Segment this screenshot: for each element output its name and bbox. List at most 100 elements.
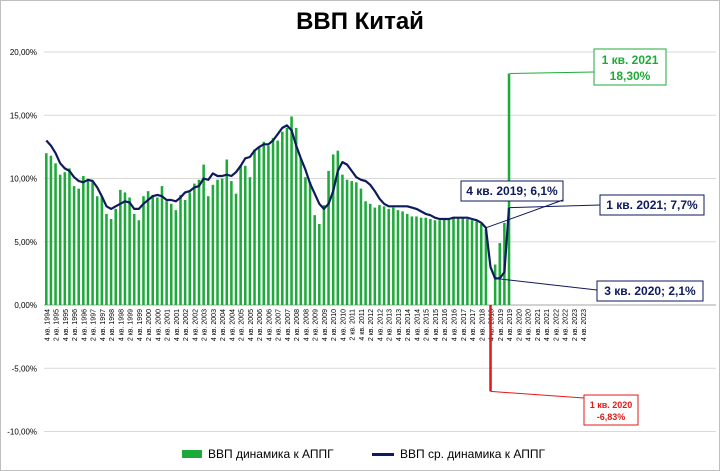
x-tick-label: 4 кв. 2023 [581,309,588,341]
x-tick-label: 2 кв. 2010 [331,309,338,341]
bar [484,229,488,305]
annotation-leader-2020q3 [495,277,598,291]
x-tick-label: 2 кв. 2008 [294,309,301,341]
x-tick-label: 2 кв. 2016 [442,309,449,341]
bar [82,175,85,305]
annotation-box-2019 [460,180,564,202]
x-tick-label: 2 кв. 2012 [368,309,375,341]
x-tick-label: 2 кв. 2006 [257,309,264,341]
x-tick-label: 2 кв. 2014 [405,309,412,341]
line-series [45,124,511,280]
bar [318,224,321,305]
bar [146,191,150,305]
bar [77,188,80,305]
bar [271,138,275,305]
bar [183,200,187,305]
bar [313,215,316,305]
bar [479,224,483,305]
chart-title: ВВП Китай [296,8,424,35]
annotation-leader-peak [510,71,595,75]
x-tick-label: 2 кв. 1996 [72,309,79,341]
bar [169,203,173,305]
bar [387,208,390,305]
x-tick-label: 4 кв. 2015 [433,309,440,341]
bar [105,213,108,305]
legend-swatch-line [372,452,394,456]
bar [405,213,409,305]
x-tick-label: 2 кв. 2018 [479,309,486,341]
bar [470,220,474,305]
x-tick-label: 2 кв. 2011 [350,309,357,341]
bar [364,201,367,305]
bar [197,179,201,305]
bar [95,196,99,305]
bar [442,218,446,305]
bar [179,194,182,305]
bar [142,196,145,305]
bar [378,205,381,305]
bar [63,172,67,305]
bar [466,218,469,305]
bar [433,220,437,305]
bar [410,216,414,305]
bar [211,184,215,305]
bar [253,149,256,305]
x-tick-label: 4 кв. 2021 [544,309,551,341]
bar [54,163,57,305]
bar [396,210,400,305]
x-tick-label: 4 кв. 2012 [377,309,384,341]
bar [419,217,423,305]
bar [322,205,326,305]
bar [429,218,432,305]
annotation-2020q1-line2: -6,83% [597,412,626,422]
bar [461,217,465,305]
bar [86,179,90,305]
annotation-leader-2020q1 [490,390,585,399]
bar [239,165,242,305]
x-tick-label: 4 кв. 2009 [322,309,329,341]
legend: ВВП динамика к АППГ ВВП ср. динамика к А… [0,447,720,465]
x-tick-label: 4 кв. 1999 [137,309,144,341]
x-tick-label: 2 кв. 1999 [128,309,135,341]
legend-swatch-bars [182,450,202,458]
x-tick-label: 2 кв. 2007 [276,309,283,341]
bar [165,201,168,305]
legend-item-line: ВВП ср. динамика к АППГ [372,447,545,461]
bar [49,155,53,305]
annotation-box-2020q3 [596,280,704,302]
bar [294,127,298,306]
x-tick-label: 2 кв. 2002 [183,309,190,341]
legend-item-bars: ВВП динамика к АППГ [182,447,334,461]
bar [281,131,284,305]
bar [160,186,164,305]
bar [452,217,455,305]
bar [475,221,478,305]
bar [230,181,233,305]
x-tick-label: 2 кв. 2001 [165,309,172,341]
bar [91,182,94,305]
bar [308,182,312,305]
bar [206,196,210,305]
bar [489,305,492,392]
x-tick-label: 4 кв. 2005 [248,309,255,341]
bar [151,194,155,305]
bar [438,220,441,305]
bar [498,243,502,305]
x-tick-label: 2 кв. 2005 [239,309,246,341]
bar [267,145,270,305]
x-tick-label: 4 кв. 2004 [229,309,236,341]
y-tick-label: 15,00% [10,111,37,120]
annotation-2021-text: 1 кв. 2021; 7,7% [606,198,698,212]
x-tick-label: 4 кв. 1998 [118,309,125,341]
bar [401,211,404,305]
bar [202,164,205,305]
bar [244,165,247,305]
bar [290,116,293,305]
x-tick-label: 2 кв. 2021 [535,309,542,341]
bar [262,141,266,305]
x-tick-label: 2 кв. 1997 [91,309,98,341]
bar [392,207,395,305]
bar [304,177,307,305]
bar [100,196,104,305]
